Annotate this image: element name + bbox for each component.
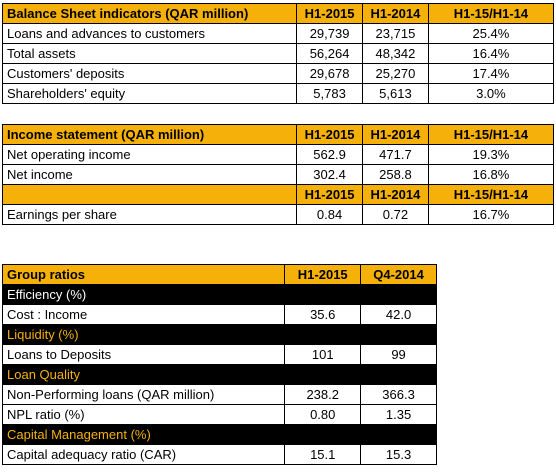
- row-label: Customers' deposits: [1, 63, 298, 84]
- header-cell: H1-2014: [362, 184, 429, 205]
- section-title: Efficiency (%): [2, 284, 437, 305]
- header-cell: H1-2015: [284, 264, 362, 285]
- table-subheader-row: H1-2015 H1-2014 H1-15/H1-14: [1, 184, 555, 205]
- cell-value: 302.4: [296, 164, 363, 185]
- row-label: Total assets: [1, 43, 298, 64]
- cell-value: 471.7: [362, 144, 429, 165]
- income-statement-table: Income statement (QAR million) H1-2015 H…: [1, 124, 555, 225]
- section-title: Liquidity (%): [2, 324, 437, 345]
- table-row: Loans to Deposits 101 99: [1, 344, 437, 365]
- section-row-liquidity: Liquidity (%): [2, 324, 437, 345]
- row-label: Non-Performing loans (QAR million): [1, 384, 286, 405]
- table-row: Net operating income 562.9 471.7 19.3%: [1, 144, 555, 165]
- section-row-efficiency: Efficiency (%): [2, 284, 437, 305]
- cell-value: 258.8: [362, 164, 429, 185]
- cell-value: 1.35: [360, 404, 437, 425]
- cell-value: 48,342: [362, 43, 429, 64]
- section-title: Capital Management (%): [2, 424, 437, 445]
- row-label: Capital adequacy ratio (CAR): [1, 444, 286, 465]
- section-row-capital-management: Capital Management (%): [2, 424, 437, 445]
- header-cell: Balance Sheet indicators (QAR million): [1, 3, 298, 24]
- cell-value: 16.7%: [427, 204, 555, 225]
- header-cell: H1-2015: [296, 184, 363, 205]
- table-row: Customers' deposits 29,678 25,270 17.4%: [1, 63, 555, 84]
- section-title: Loan Quality: [2, 364, 437, 385]
- table-row: Total assets 56,264 48,342 16.4%: [1, 43, 555, 64]
- table-row: Net income 302.4 258.8 16.8%: [1, 164, 555, 185]
- cell-value: 5,613: [362, 83, 429, 104]
- table-row: Shareholders' equity 5,783 5,613 3.0%: [1, 83, 555, 104]
- header-cell: H1-15/H1-14: [427, 3, 555, 24]
- header-cell: H1-2014: [362, 3, 429, 24]
- cell-value: 23,715: [362, 23, 429, 44]
- header-cell: Group ratios: [1, 264, 286, 285]
- balance-sheet-table: Balance Sheet indicators (QAR million) H…: [1, 3, 555, 104]
- header-cell: H1-15/H1-14: [427, 124, 555, 145]
- group-ratios-table: Group ratios H1-2015 Q4-2014 Efficiency …: [1, 264, 437, 465]
- cell-value: 5,783: [296, 83, 363, 104]
- cell-value: 15.1: [284, 444, 362, 465]
- header-cell: H1-2014: [362, 124, 429, 145]
- row-label: Net income: [1, 164, 298, 185]
- row-label: Shareholders' equity: [1, 83, 298, 104]
- cell-value: 35.6: [284, 304, 362, 325]
- section-row-loan-quality: Loan Quality: [2, 364, 437, 385]
- table-header-row: Income statement (QAR million) H1-2015 H…: [1, 124, 555, 145]
- cell-value: 25.4%: [427, 23, 555, 44]
- row-label: Loans to Deposits: [1, 344, 286, 365]
- header-cell: H1-15/H1-14: [427, 184, 555, 205]
- cell-value: 16.4%: [427, 43, 555, 64]
- cell-value: 29,678: [296, 63, 363, 84]
- cell-value: 0.72: [362, 204, 429, 225]
- row-label: Cost : Income: [1, 304, 286, 325]
- cell-value: 16.8%: [427, 164, 555, 185]
- table-row: Capital adequacy ratio (CAR) 15.1 15.3: [1, 444, 437, 465]
- header-cell: [1, 184, 298, 205]
- table-header-row: Balance Sheet indicators (QAR million) H…: [1, 3, 555, 24]
- header-cell: H1-2015: [296, 3, 363, 24]
- cell-value: 99: [360, 344, 437, 365]
- table-row: Loans and advances to customers 29,739 2…: [1, 23, 555, 44]
- row-label: Earnings per share: [1, 204, 298, 225]
- table-row: Cost : Income 35.6 42.0: [1, 304, 437, 325]
- table-row: Non-Performing loans (QAR million) 238.2…: [1, 384, 437, 405]
- cell-value: 238.2: [284, 384, 362, 405]
- cell-value: 366.3: [360, 384, 437, 405]
- cell-value: 56,264: [296, 43, 363, 64]
- cell-value: 29,739: [296, 23, 363, 44]
- cell-value: 562.9: [296, 144, 363, 165]
- cell-value: 17.4%: [427, 63, 555, 84]
- cell-value: 25,270: [362, 63, 429, 84]
- row-label: NPL ratio (%): [1, 404, 286, 425]
- row-label: Net operating income: [1, 144, 298, 165]
- cell-value: 0.84: [296, 204, 363, 225]
- table-row: Earnings per share 0.84 0.72 16.7%: [1, 204, 555, 225]
- cell-value: 3.0%: [427, 83, 555, 104]
- header-cell: Income statement (QAR million): [1, 124, 298, 145]
- header-cell: Q4-2014: [360, 264, 437, 285]
- cell-value: 15.3: [360, 444, 437, 465]
- cell-value: 42.0: [360, 304, 437, 325]
- table-row: NPL ratio (%) 0.80 1.35: [1, 404, 437, 425]
- row-label: Loans and advances to customers: [1, 23, 298, 44]
- cell-value: 0.80: [284, 404, 362, 425]
- cell-value: 101: [284, 344, 362, 365]
- header-cell: H1-2015: [296, 124, 363, 145]
- cell-value: 19.3%: [427, 144, 555, 165]
- table-header-row: Group ratios H1-2015 Q4-2014: [1, 264, 437, 285]
